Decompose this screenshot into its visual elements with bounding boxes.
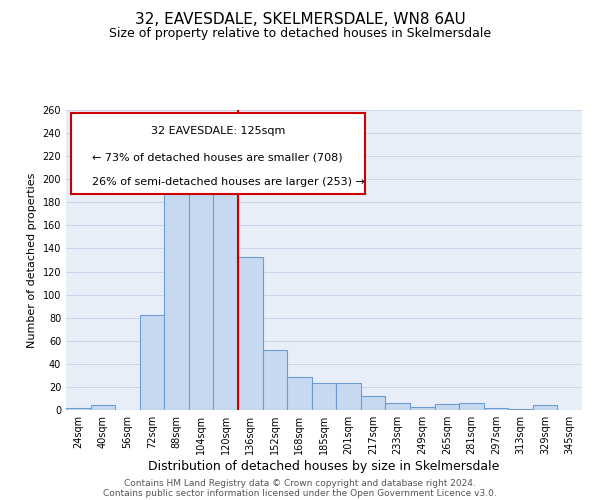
- Bar: [140, 316, 164, 410]
- Text: 26% of semi-detached houses are larger (253) →: 26% of semi-detached houses are larger (…: [92, 177, 365, 187]
- Bar: [263, 350, 287, 410]
- Bar: [533, 406, 557, 410]
- Bar: [287, 376, 312, 410]
- Bar: [312, 384, 336, 410]
- Y-axis label: Number of detached properties: Number of detached properties: [27, 172, 37, 348]
- Bar: [214, 193, 238, 410]
- Bar: [385, 403, 410, 410]
- X-axis label: Distribution of detached houses by size in Skelmersdale: Distribution of detached houses by size …: [148, 460, 500, 473]
- Bar: [238, 256, 263, 410]
- Text: ← 73% of detached houses are smaller (708): ← 73% of detached houses are smaller (70…: [92, 152, 343, 162]
- Bar: [410, 406, 434, 410]
- Bar: [189, 168, 214, 410]
- Bar: [91, 406, 115, 410]
- Bar: [459, 403, 484, 410]
- Text: 32, EAVESDALE, SKELMERSDALE, WN8 6AU: 32, EAVESDALE, SKELMERSDALE, WN8 6AU: [134, 12, 466, 28]
- Bar: [508, 409, 533, 410]
- Text: Size of property relative to detached houses in Skelmersdale: Size of property relative to detached ho…: [109, 28, 491, 40]
- Bar: [361, 396, 385, 410]
- Bar: [164, 190, 189, 410]
- Text: Contains public sector information licensed under the Open Government Licence v3: Contains public sector information licen…: [103, 488, 497, 498]
- Bar: [66, 408, 91, 410]
- Text: Contains HM Land Registry data © Crown copyright and database right 2024.: Contains HM Land Registry data © Crown c…: [124, 478, 476, 488]
- Bar: [434, 404, 459, 410]
- Text: 32 EAVESDALE: 125sqm: 32 EAVESDALE: 125sqm: [151, 126, 286, 136]
- Bar: [336, 384, 361, 410]
- FancyBboxPatch shape: [71, 113, 365, 194]
- Bar: [484, 408, 508, 410]
